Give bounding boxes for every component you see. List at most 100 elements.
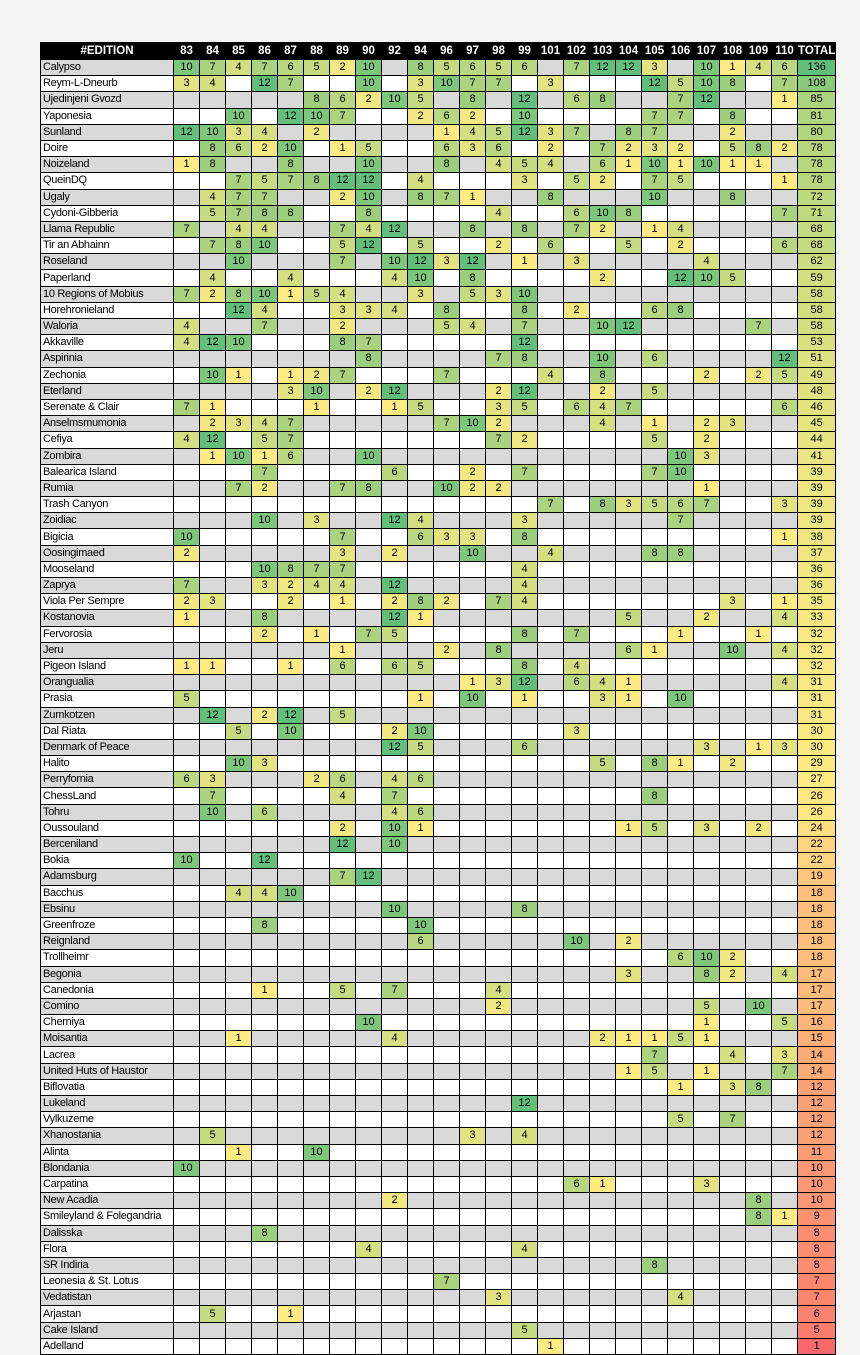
score-cell[interactable] [615,544,642,562]
score-cell[interactable] [329,1208,356,1226]
score-cell[interactable] [537,657,564,676]
score-cell[interactable]: 10 [381,835,408,854]
score-cell[interactable] [277,997,304,1016]
score-cell[interactable] [719,1175,746,1194]
score-cell[interactable] [719,463,746,481]
score-cell[interactable] [641,1305,668,1323]
score-cell[interactable] [771,1030,798,1048]
score-cell[interactable] [693,382,720,400]
score-cell[interactable] [355,317,382,336]
score-cell[interactable]: 5 [303,285,330,303]
score-cell[interactable]: 10 [303,382,330,400]
score-cell[interactable] [173,237,200,255]
score-cell[interactable] [355,285,382,303]
score-cell[interactable]: 5 [641,382,668,400]
score-cell[interactable] [199,544,226,562]
total-cell[interactable]: 18 [796,933,837,951]
score-cell[interactable]: 3 [277,382,304,400]
score-cell[interactable] [745,722,772,740]
score-cell[interactable] [641,1337,668,1355]
score-cell[interactable] [407,1256,434,1275]
score-cell[interactable]: 3 [199,771,226,789]
score-cell[interactable]: 3 [225,415,252,433]
score-cell[interactable] [303,674,330,692]
score-cell[interactable] [667,1224,694,1242]
score-cell[interactable]: 6 [771,237,798,255]
score-cell[interactable] [355,1127,382,1145]
score-cell[interactable] [329,350,356,368]
score-cell[interactable]: 10 [433,479,460,498]
score-cell[interactable] [589,1111,616,1129]
score-cell[interactable] [355,1078,382,1097]
score-cell[interactable] [433,1111,460,1129]
country-name-cell[interactable]: Cefiya [40,431,174,449]
score-cell[interactable] [225,1111,252,1129]
score-cell[interactable] [329,738,356,757]
score-cell[interactable] [329,722,356,740]
score-cell[interactable]: 10 [173,528,200,546]
score-cell[interactable]: 7 [511,463,538,481]
score-cell[interactable] [667,900,694,918]
score-cell[interactable]: 7 [641,123,668,141]
score-cell[interactable] [745,75,772,93]
score-cell[interactable]: 8 [459,91,486,109]
score-cell[interactable] [771,188,798,206]
score-cell[interactable] [615,366,642,384]
score-cell[interactable] [251,366,278,384]
score-cell[interactable] [719,690,746,708]
country-name-cell[interactable]: Tir an Abhainn [40,237,174,255]
country-name-cell[interactable]: Zumkotzen [40,706,174,724]
score-cell[interactable] [381,1321,408,1339]
score-cell[interactable] [511,1175,538,1194]
score-cell[interactable] [251,787,278,805]
score-cell[interactable] [641,884,668,902]
score-cell[interactable] [771,803,798,821]
score-cell[interactable] [277,609,304,627]
country-name-cell[interactable]: Calypso [40,58,174,77]
score-cell[interactable] [459,593,486,611]
score-cell[interactable]: 12 [511,382,538,400]
score-cell[interactable] [355,965,382,983]
score-cell[interactable]: 4 [381,1030,408,1048]
score-cell[interactable] [719,528,746,546]
score-cell[interactable] [407,576,434,595]
score-cell[interactable] [199,690,226,708]
score-cell[interactable] [433,981,460,999]
score-cell[interactable] [459,1240,486,1258]
score-cell[interactable] [667,657,694,676]
total-cell[interactable]: 36 [796,576,837,595]
score-cell[interactable]: 2 [329,317,356,336]
score-cell[interactable] [485,301,512,320]
total-cell[interactable]: 48 [796,382,837,400]
score-cell[interactable]: 6 [329,657,356,676]
score-cell[interactable] [745,1030,772,1048]
score-cell[interactable] [745,463,772,481]
total-cell[interactable]: 11 [796,1143,837,1161]
score-cell[interactable] [329,156,356,174]
score-cell[interactable] [433,350,460,368]
score-cell[interactable] [251,1159,278,1177]
score-cell[interactable]: 10 [225,334,252,352]
score-cell[interactable] [199,625,226,643]
score-cell[interactable]: 2 [615,933,642,951]
score-cell[interactable] [641,560,668,579]
score-cell[interactable] [511,884,538,902]
score-cell[interactable] [667,1062,694,1080]
score-cell[interactable] [485,576,512,595]
score-cell[interactable]: 2 [277,576,304,595]
score-cell[interactable] [693,285,720,303]
score-cell[interactable] [303,463,330,481]
score-cell[interactable] [173,949,200,967]
total-cell[interactable]: 44 [796,431,837,449]
score-cell[interactable] [563,139,590,158]
score-cell[interactable]: 8 [303,91,330,109]
score-cell[interactable] [745,560,772,579]
score-cell[interactable] [355,1337,382,1355]
score-cell[interactable] [745,415,772,433]
score-cell[interactable] [745,237,772,255]
score-cell[interactable]: 1 [719,58,746,77]
score-cell[interactable] [329,625,356,643]
score-cell[interactable] [407,1337,434,1355]
country-name-cell[interactable]: Denmark of Peace [40,738,174,757]
score-cell[interactable] [745,350,772,368]
